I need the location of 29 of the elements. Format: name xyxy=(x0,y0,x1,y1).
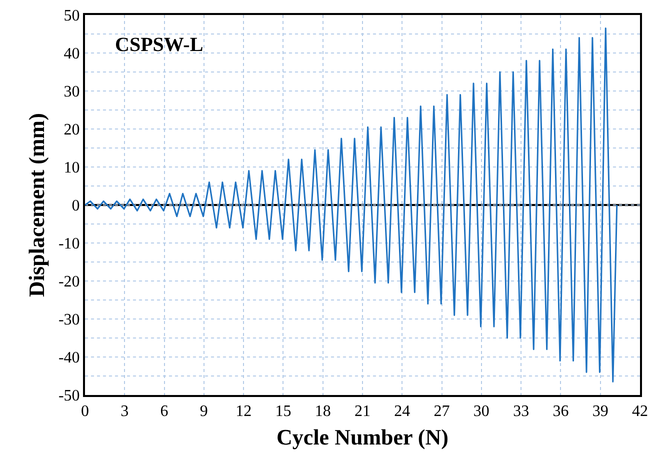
y-tick-label: -30 xyxy=(58,312,80,329)
line-series xyxy=(85,28,618,382)
x-tick-label: 36 xyxy=(552,403,569,420)
y-tick-label: 10 xyxy=(64,160,80,177)
x-tick-label: 27 xyxy=(434,403,450,420)
x-tick-label: 15 xyxy=(275,403,292,420)
annotation: CSPSW-L xyxy=(115,34,204,56)
y-tick-label: -10 xyxy=(58,236,80,253)
x-tick-label: 3 xyxy=(120,403,129,420)
y-tick-label: 30 xyxy=(64,84,80,101)
x-tick-label: 12 xyxy=(236,403,252,420)
x-tick-label: 21 xyxy=(354,403,370,420)
y-tick-label: -20 xyxy=(58,274,80,291)
x-tick-label: 33 xyxy=(513,403,530,420)
y-axis-title: Displacement (mm) xyxy=(24,113,49,297)
x-tick-label: 6 xyxy=(160,403,168,420)
y-tick-label: 40 xyxy=(64,46,80,63)
x-tick-label: 18 xyxy=(314,403,331,420)
x-tick-label: 9 xyxy=(200,403,208,420)
x-axis-title: Cycle Number (N) xyxy=(276,424,448,450)
y-tick-label: 50 xyxy=(64,8,80,25)
y-tick-label: 0 xyxy=(72,198,80,215)
x-tick-label: 24 xyxy=(394,403,410,420)
x-tick-label: 39 xyxy=(592,403,608,420)
y-tick-label: -40 xyxy=(58,350,80,367)
x-tick-label: 42 xyxy=(632,403,648,420)
y-tick-label: -50 xyxy=(58,388,80,405)
x-tick-label: 30 xyxy=(473,403,490,420)
y-tick-label: 20 xyxy=(64,122,80,139)
